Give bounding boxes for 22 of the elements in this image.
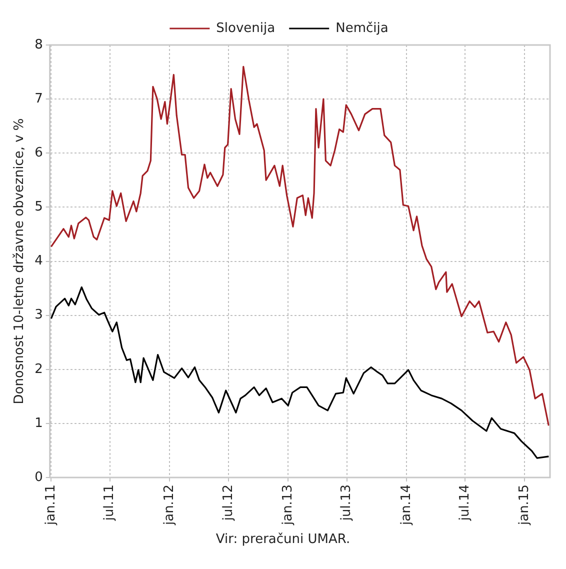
legend-label: Nemčija xyxy=(336,20,388,36)
x-tick-label: jan.15 xyxy=(517,484,532,526)
y-tick-label: 6 xyxy=(34,146,43,160)
x-tick-label: jul.13 xyxy=(339,484,354,522)
y-tick-label: 8 xyxy=(34,37,43,52)
y-tick-label: 0 xyxy=(34,470,43,485)
x-tick-label: jul.14 xyxy=(457,484,472,522)
x-tick-label: jan.11 xyxy=(44,484,59,526)
y-tick-label: 2 xyxy=(34,362,43,377)
y-tick-label: 1 xyxy=(34,416,43,431)
text: Vir: preračuni UMAR. xyxy=(214,532,352,547)
y-tick-label: 7 xyxy=(34,91,43,106)
legend-label: Slovenija xyxy=(216,20,276,36)
y-axis-title: Donosnost 10-letne državne obveznice, v % xyxy=(12,118,28,404)
x-tick-label: jul.11 xyxy=(102,484,118,522)
y-tick-label: 5 xyxy=(34,200,43,215)
x-tick-label: jan.12 xyxy=(162,484,177,526)
x-tick-label: jan.13 xyxy=(280,484,296,526)
x-tick-label: jul.12 xyxy=(220,484,236,522)
x-tick-label: jan.14 xyxy=(398,484,414,526)
y-tick-label: 4 xyxy=(34,254,43,269)
y-tick-label: 3 xyxy=(34,308,43,323)
